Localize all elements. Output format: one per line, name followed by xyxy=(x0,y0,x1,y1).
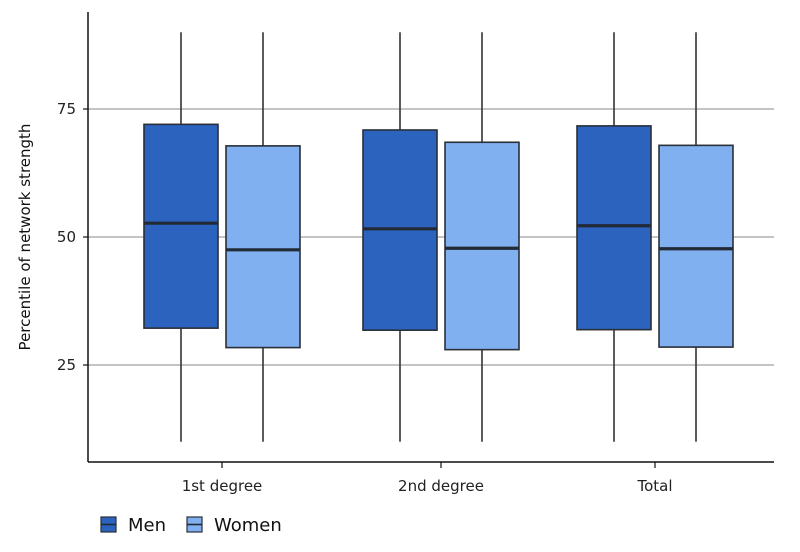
legend-item-men: Men xyxy=(100,515,166,536)
legend-label: Women xyxy=(214,515,282,536)
x-tick-label: 1st degree xyxy=(182,477,263,495)
box-men-1 xyxy=(362,32,438,442)
x-tick-label: 2nd degree xyxy=(398,477,484,495)
box-iqr xyxy=(576,125,652,331)
y-tick-label: 50 xyxy=(57,228,76,246)
box-men-0 xyxy=(143,32,219,442)
box-iqr xyxy=(444,141,520,351)
y-axis-title: Percentile of network strength xyxy=(16,124,34,351)
box-women-1 xyxy=(444,32,520,442)
box-women-2 xyxy=(658,32,734,442)
box-men-2 xyxy=(576,32,652,442)
y-axis-ticks: 25 50 75 xyxy=(57,100,88,374)
y-tick-label: 25 xyxy=(57,356,76,374)
x-axis-ticks: 1st degree 2nd degree Total xyxy=(182,462,673,495)
legend-label: Men xyxy=(128,515,166,536)
legend: Men Women xyxy=(100,515,282,536)
box-iqr xyxy=(658,144,734,348)
legend-item-women: Women xyxy=(186,515,282,536)
box-plot-marks xyxy=(143,32,734,442)
x-tick-label: Total xyxy=(636,477,672,495)
box-iqr xyxy=(225,145,301,349)
y-tick-label: 75 xyxy=(57,100,76,118)
box-women-0 xyxy=(225,32,301,442)
box-iqr xyxy=(143,123,219,329)
